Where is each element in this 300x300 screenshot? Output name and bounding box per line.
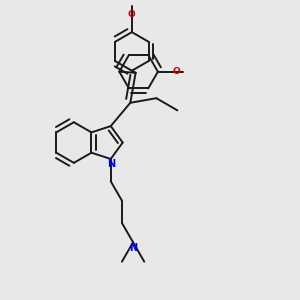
Text: N: N	[107, 159, 116, 169]
Text: O: O	[128, 10, 136, 19]
Text: N: N	[129, 243, 137, 253]
Text: O: O	[172, 67, 180, 76]
